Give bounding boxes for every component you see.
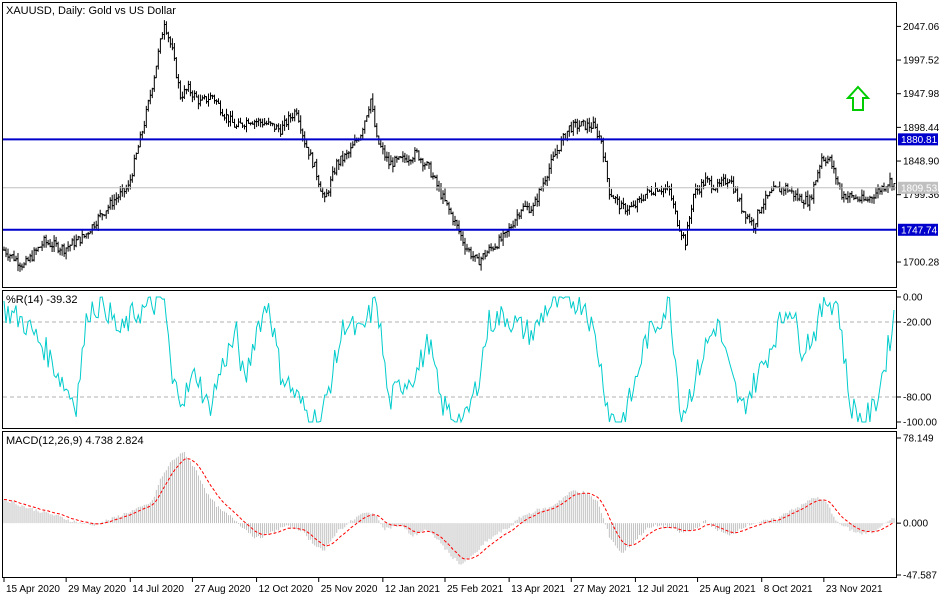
current-price-label: 1809.53 <box>901 183 938 194</box>
macd-pane <box>2 431 897 578</box>
date-tick-label: 27 Aug 2020 <box>194 584 251 595</box>
date-tick-label: 15 Apr 2020 <box>6 584 60 595</box>
macd-signal-line <box>3 458 895 560</box>
wr-series-group <box>3 296 896 424</box>
price-series-group <box>2 20 896 272</box>
price-tick-label: 2047.06 <box>903 22 940 33</box>
date-tick-label: 8 Oct 2021 <box>764 584 813 595</box>
macd-tick-label: 78.149 <box>903 434 934 445</box>
wr-title: %R(14) -39.32 <box>6 294 78 306</box>
date-tick-label: 13 Apr 2021 <box>511 584 565 595</box>
main-chart-title: XAUUSD, Daily: Gold vs US Dollar <box>6 5 176 17</box>
wr-tick-label: -80.00 <box>903 393 932 404</box>
axes-group: 2047.06 1997.52 1947.98 1898.44 1848.90 1799.… <box>3 22 940 595</box>
price-pane <box>2 2 897 288</box>
level-price-label: 1747.74 <box>901 225 938 236</box>
date-tick-label: 25 Aug 2021 <box>700 584 757 595</box>
price-tick-label: 1947.98 <box>903 89 940 100</box>
date-tick-label: 12 Jan 2021 <box>385 584 440 595</box>
current-price-tag <box>898 181 938 194</box>
macd-tick-label: 0.000 <box>903 519 928 530</box>
macd-series-group <box>3 451 895 565</box>
date-tick-label: 14 Jul 2020 <box>132 584 184 595</box>
wr-tick-label: -100.00 <box>903 418 937 429</box>
level-price-label: 1880.81 <box>901 135 938 146</box>
wr-tick-label: 0.00 <box>903 293 923 304</box>
date-tick-label: 27 May 2021 <box>573 584 631 595</box>
macd-title: MACD(12,26,9) 4.738 2.824 <box>6 435 144 447</box>
macd-tick-label: -47.587 <box>903 571 937 582</box>
level-price-tag <box>898 223 938 236</box>
price-tick-label: 1799.36 <box>903 190 940 201</box>
date-tick-label: 12 Jul 2021 <box>637 584 689 595</box>
date-tick-label: 29 May 2020 <box>68 584 126 595</box>
date-tick-label: 12 Oct 2020 <box>259 584 314 595</box>
up-arrow-icon <box>845 85 871 111</box>
level-price-tag <box>898 133 938 146</box>
date-tick-label: 25 Nov 2020 <box>321 584 378 595</box>
price-tick-label: 1898.44 <box>903 123 940 134</box>
date-tick-label: 23 Nov 2021 <box>826 584 883 595</box>
price-tick-label: 1997.52 <box>903 56 940 67</box>
wr-tick-label: -20.00 <box>903 318 932 329</box>
price-tick-label: 1700.28 <box>903 258 940 269</box>
price-bar <box>892 183 896 191</box>
date-tick-label: 25 Feb 2021 <box>447 584 504 595</box>
wr-line <box>3 296 895 424</box>
price-tick-label: 1848.90 <box>903 157 940 168</box>
